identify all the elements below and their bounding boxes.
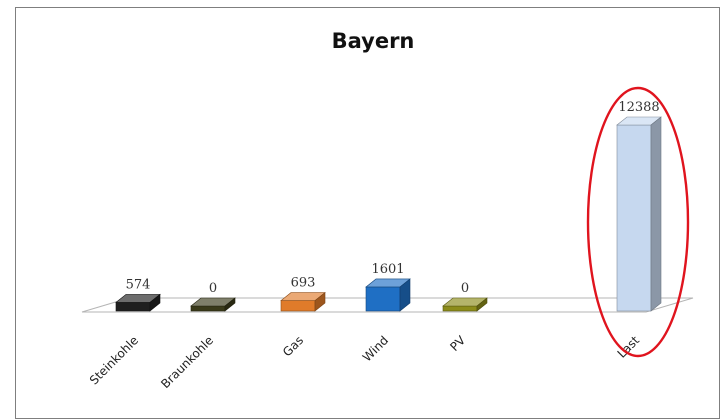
highlight-ellipse — [586, 86, 690, 358]
bar-front — [115, 302, 151, 312]
bar-braunkohle — [190, 297, 236, 312]
highlight-group — [586, 86, 690, 358]
bar-front — [616, 124, 652, 312]
value-label: 12388 — [618, 100, 659, 115]
bar-gas — [280, 291, 326, 312]
chart-title: Bayern — [332, 29, 415, 53]
category-label: Wind — [360, 333, 391, 364]
value-label: 0 — [461, 281, 469, 296]
category-label: Gas — [280, 333, 306, 359]
bar-front — [442, 305, 478, 312]
bar-side — [224, 297, 236, 312]
bar-steinkohle — [115, 293, 161, 312]
chart-frame: Bayern 574 0 693 1601 0 12388 Steinkohle Braun… — [15, 7, 720, 419]
bar-front — [280, 300, 316, 312]
bar-side — [399, 278, 411, 312]
value-label: 693 — [291, 276, 316, 291]
category-label: Braunkohle — [158, 333, 216, 391]
value-label: 0 — [209, 281, 217, 296]
bar-side — [476, 297, 488, 312]
bar-front — [190, 305, 226, 312]
category-label: Steinkohle — [87, 333, 141, 387]
bar-side — [149, 293, 161, 312]
bars-group — [115, 116, 662, 312]
bar-last — [616, 116, 662, 312]
bar-side — [650, 116, 662, 312]
category-labels-group: Steinkohle Braunkohle Gas Wind PV Last — [87, 333, 643, 391]
value-label: 574 — [126, 277, 151, 292]
value-label: 1601 — [371, 262, 404, 277]
value-labels-group: 574 0 693 1601 0 12388 — [126, 100, 660, 296]
bar-side — [314, 291, 326, 312]
bar-front — [365, 286, 401, 312]
category-label: PV — [447, 333, 468, 354]
bar-pv — [442, 297, 488, 312]
bar-wind — [365, 278, 411, 312]
bar-chart: Bayern 574 0 693 1601 0 12388 Steinkohle Braun… — [81, 29, 694, 391]
